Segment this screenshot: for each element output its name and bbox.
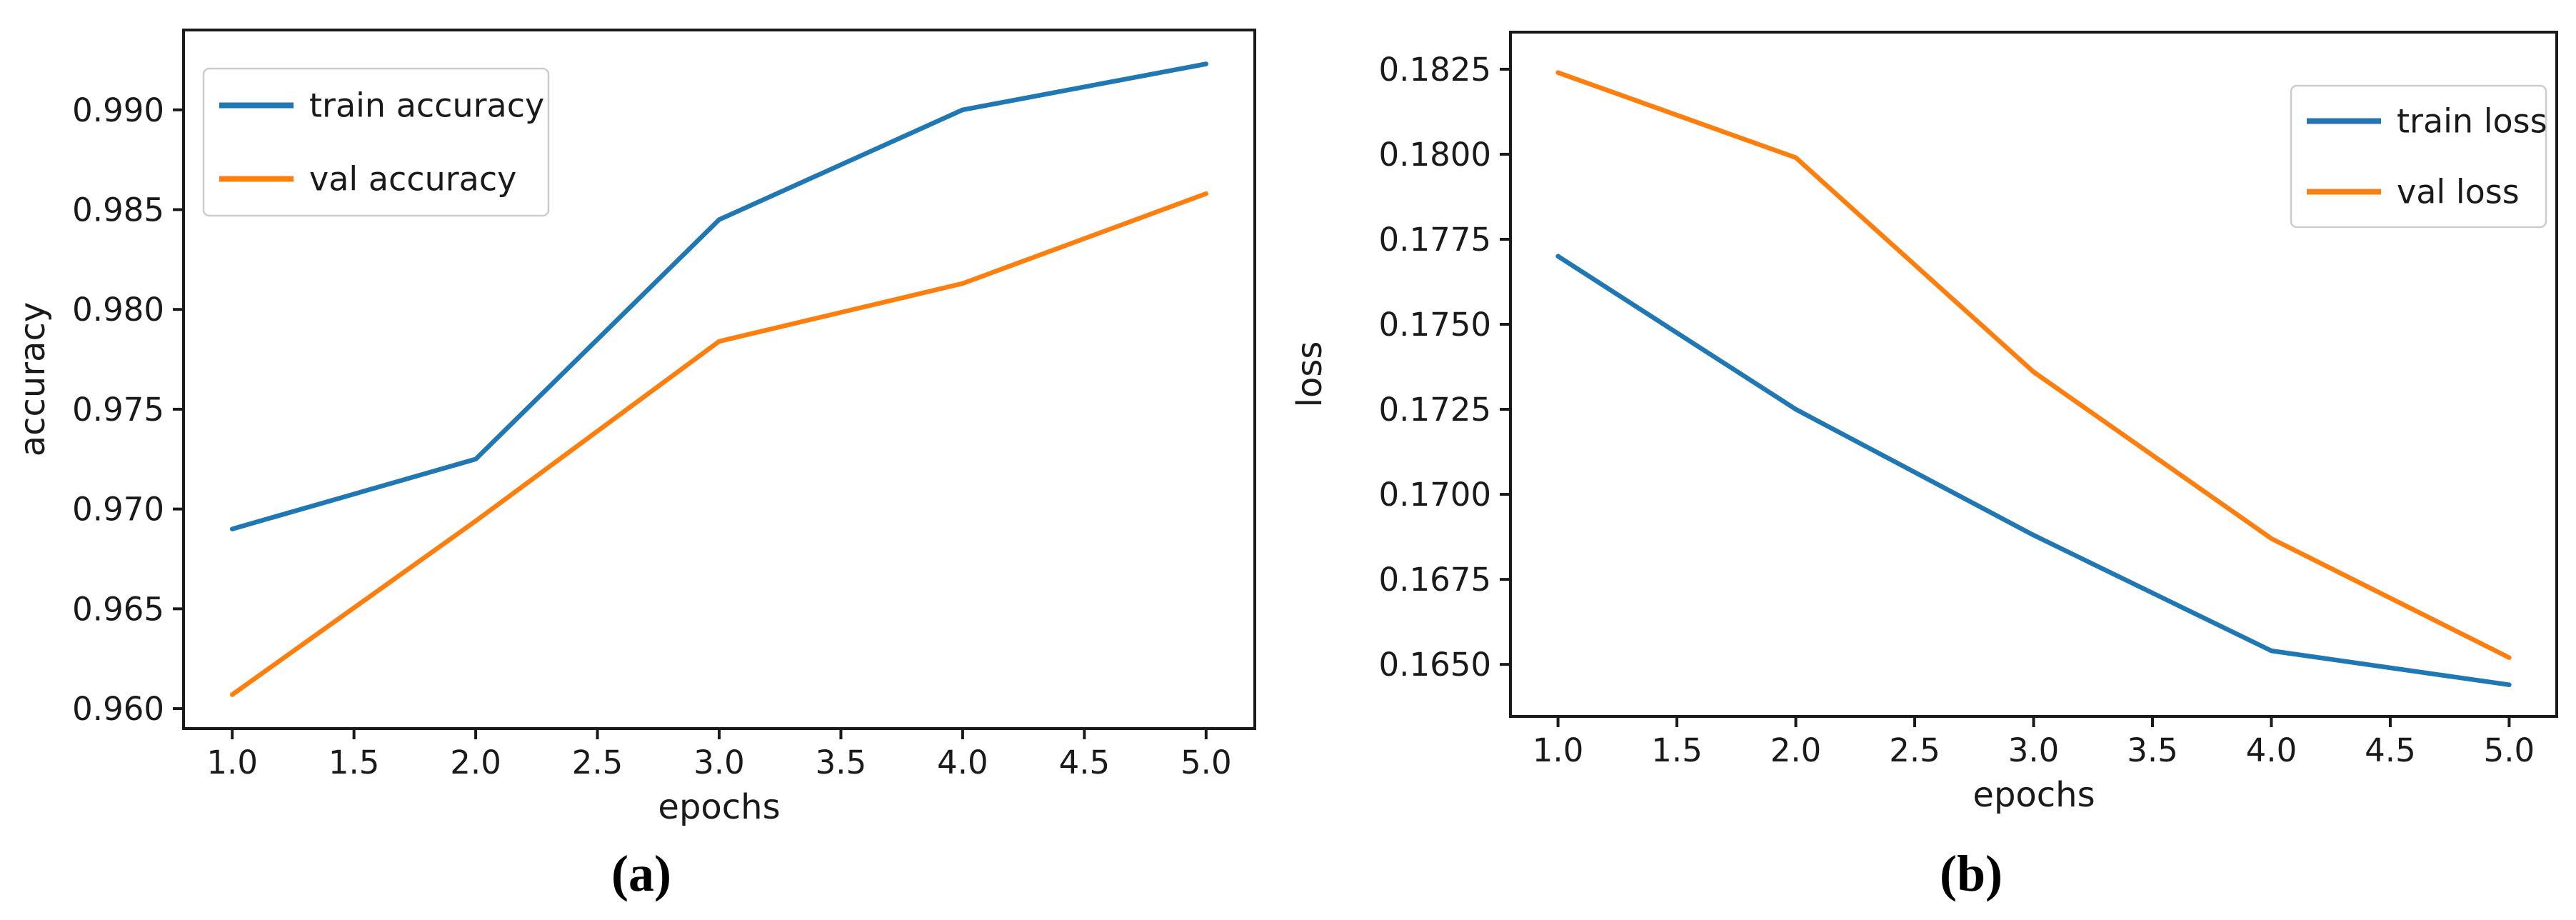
y-axis-label: loss: [1290, 341, 1330, 408]
chart-b: 1.0 1.5 2.0 2.5 3.0 3.5 4.0 4.5 5.0 0.1650 0.1675 0…: [1290, 31, 2558, 815]
x-tick-label: 5.0: [2484, 731, 2535, 769]
y-tick-label: 0.1650: [1379, 646, 1491, 684]
y-tick-label: 0.1750: [1379, 306, 1491, 344]
y-tick-label: 0.1675: [1379, 561, 1491, 599]
x-tick-label: 4.0: [937, 744, 988, 781]
legend-label-val-loss: val loss: [2397, 173, 2520, 211]
chart-a: 1.0 1.5 2.0 2.5 3.0 3.5 4.0 4.5 5.0 0.960 0.965 0.9…: [13, 29, 1256, 827]
x-tick-label: 3.5: [2127, 731, 2178, 769]
x-tick-label: 4.5: [2365, 731, 2416, 769]
x-tick-label: 2.5: [1889, 731, 1940, 769]
x-tick-label: 1.0: [1533, 731, 1584, 769]
y-tick-label: 0.1825: [1379, 51, 1491, 89]
x-axis-label: epochs: [1973, 775, 2095, 815]
x-tick-label: 2.0: [450, 744, 501, 781]
x-tick-label: 3.5: [816, 744, 867, 781]
train-loss-line: [1555, 254, 2512, 687]
y-tick-label: 0.975: [72, 391, 164, 429]
y-tick-label: 0.990: [72, 91, 164, 129]
x-axis-label: epochs: [658, 787, 780, 827]
x-tick-label: 1.0: [206, 744, 258, 781]
val-accuracy-line: [229, 191, 1209, 697]
legend-label-train-loss: train loss: [2397, 102, 2547, 141]
legend-label-train-accuracy: train accuracy: [309, 86, 544, 125]
y-tick-label: 0.1700: [1379, 476, 1491, 514]
x-tick-label: 4.5: [1059, 744, 1111, 781]
x-tick-label: 5.0: [1181, 744, 1232, 781]
y-tick-label: 0.1725: [1379, 391, 1491, 429]
y-tick-label: 0.960: [72, 690, 164, 728]
y-tick-label: 0.1775: [1379, 221, 1491, 259]
y-tick-label: 0.970: [72, 491, 164, 529]
x-tick-label: 1.5: [1651, 731, 1703, 769]
x-tick-label: 4.0: [2246, 731, 2297, 769]
y-tick-label: 0.965: [72, 590, 164, 628]
legend-label-val-accuracy: val accuracy: [309, 160, 516, 199]
train-accuracy-line: [229, 61, 1209, 531]
x-tick-label: 2.5: [572, 744, 623, 781]
x-tick-label: 2.0: [1770, 731, 1822, 769]
y-tick-label: 0.980: [72, 291, 164, 329]
subfigure-a-caption: (a): [611, 845, 671, 902]
y-tick-label: 0.985: [72, 191, 164, 229]
val-loss-line: [1555, 70, 2512, 660]
x-tick-label: 3.0: [693, 744, 745, 781]
x-tick-label: 3.0: [2008, 731, 2060, 769]
y-axis-label: accuracy: [13, 302, 53, 457]
x-tick-label: 1.5: [329, 744, 380, 781]
y-tick-label: 0.1800: [1379, 136, 1491, 174]
subfigure-b-caption: (b): [1940, 845, 2003, 902]
